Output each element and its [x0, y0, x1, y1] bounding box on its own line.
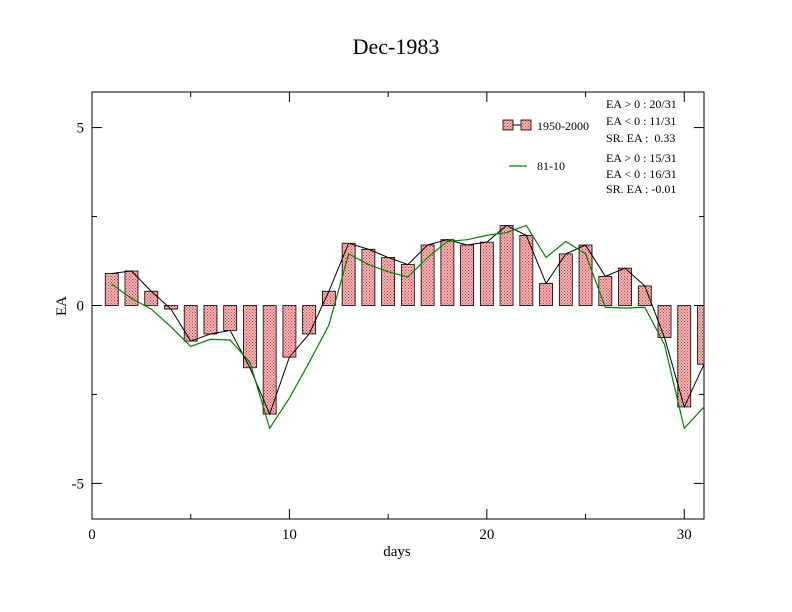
- x-tick-label-20: 20: [479, 527, 494, 543]
- bar-day-23: [539, 283, 553, 306]
- legend-stat-1950-2000-neg: EA < 0 : 11/31: [606, 114, 676, 128]
- bars-series-1950-2000: [104, 225, 705, 415]
- bar-day-14: [361, 248, 376, 306]
- x-axis-label: days: [383, 544, 411, 560]
- bar-day-1: [104, 273, 119, 306]
- bar-day-28: [637, 285, 652, 306]
- bar-day-24: [558, 253, 573, 306]
- y-tick-label-5: 5: [77, 121, 85, 137]
- line-series-1950-2000: [111, 224, 705, 416]
- bar-day-26: [598, 275, 613, 306]
- bar-day-3: [144, 290, 159, 306]
- legend: 1950-2000 81-10 EA > 0 : 20/31 EA < 0 : …: [502, 97, 677, 196]
- legend-stat-1950-2000-pos: EA > 0 : 20/31: [606, 97, 677, 111]
- bar-day-11: [302, 305, 317, 335]
- bar-day-6: [203, 305, 218, 335]
- bar-day-12: [322, 290, 336, 306]
- legend-stat-81-10-sr: SR. EA : -0.01: [606, 182, 676, 196]
- chart-title: Dec-1983: [353, 34, 440, 59]
- x-tick-label-30: 30: [677, 527, 692, 543]
- legend-swatch-1950-2000-right: [520, 119, 532, 131]
- axis-ticks: 0 10 20 30 -5 0 5: [72, 92, 704, 543]
- legend-label-1950-2000: 1950-2000: [537, 119, 589, 133]
- bar-day-31: [697, 305, 705, 365]
- bar-day-5: [183, 305, 198, 342]
- y-tick-label-0: 0: [77, 299, 85, 315]
- bar-day-21: [499, 225, 514, 306]
- legend-swatch-1950-2000-left: [502, 119, 514, 131]
- bar-day-13: [341, 242, 356, 306]
- x-tick-label-0: 0: [88, 527, 96, 543]
- bar-day-15: [381, 257, 396, 306]
- bar-day-18: [440, 239, 455, 306]
- bar-day-27: [618, 267, 632, 306]
- line-series-81-10: [111, 224, 705, 430]
- legend-stat-81-10-neg: EA < 0 : 16/31: [606, 167, 677, 181]
- y-axis-label: EA: [54, 296, 70, 316]
- bar-day-29: [657, 305, 672, 338]
- legend-stat-1950-2000-sr: SR. EA : 0.33: [606, 131, 675, 145]
- plot-area: 0 10 20 30 -5 0 5: [72, 91, 705, 543]
- legend-label-81-10: 81-10: [537, 159, 565, 173]
- legend-stat-81-10-pos: EA > 0 : 15/31: [606, 151, 677, 165]
- bar-day-16: [400, 264, 415, 306]
- bar-day-20: [479, 241, 494, 306]
- bar-day-10: [282, 305, 297, 358]
- x-tick-label-10: 10: [282, 527, 297, 543]
- y-tick-label--5: -5: [72, 476, 85, 492]
- bar-day-19: [460, 244, 474, 306]
- bar-day-7: [223, 305, 238, 331]
- bar-day-9: [262, 305, 277, 415]
